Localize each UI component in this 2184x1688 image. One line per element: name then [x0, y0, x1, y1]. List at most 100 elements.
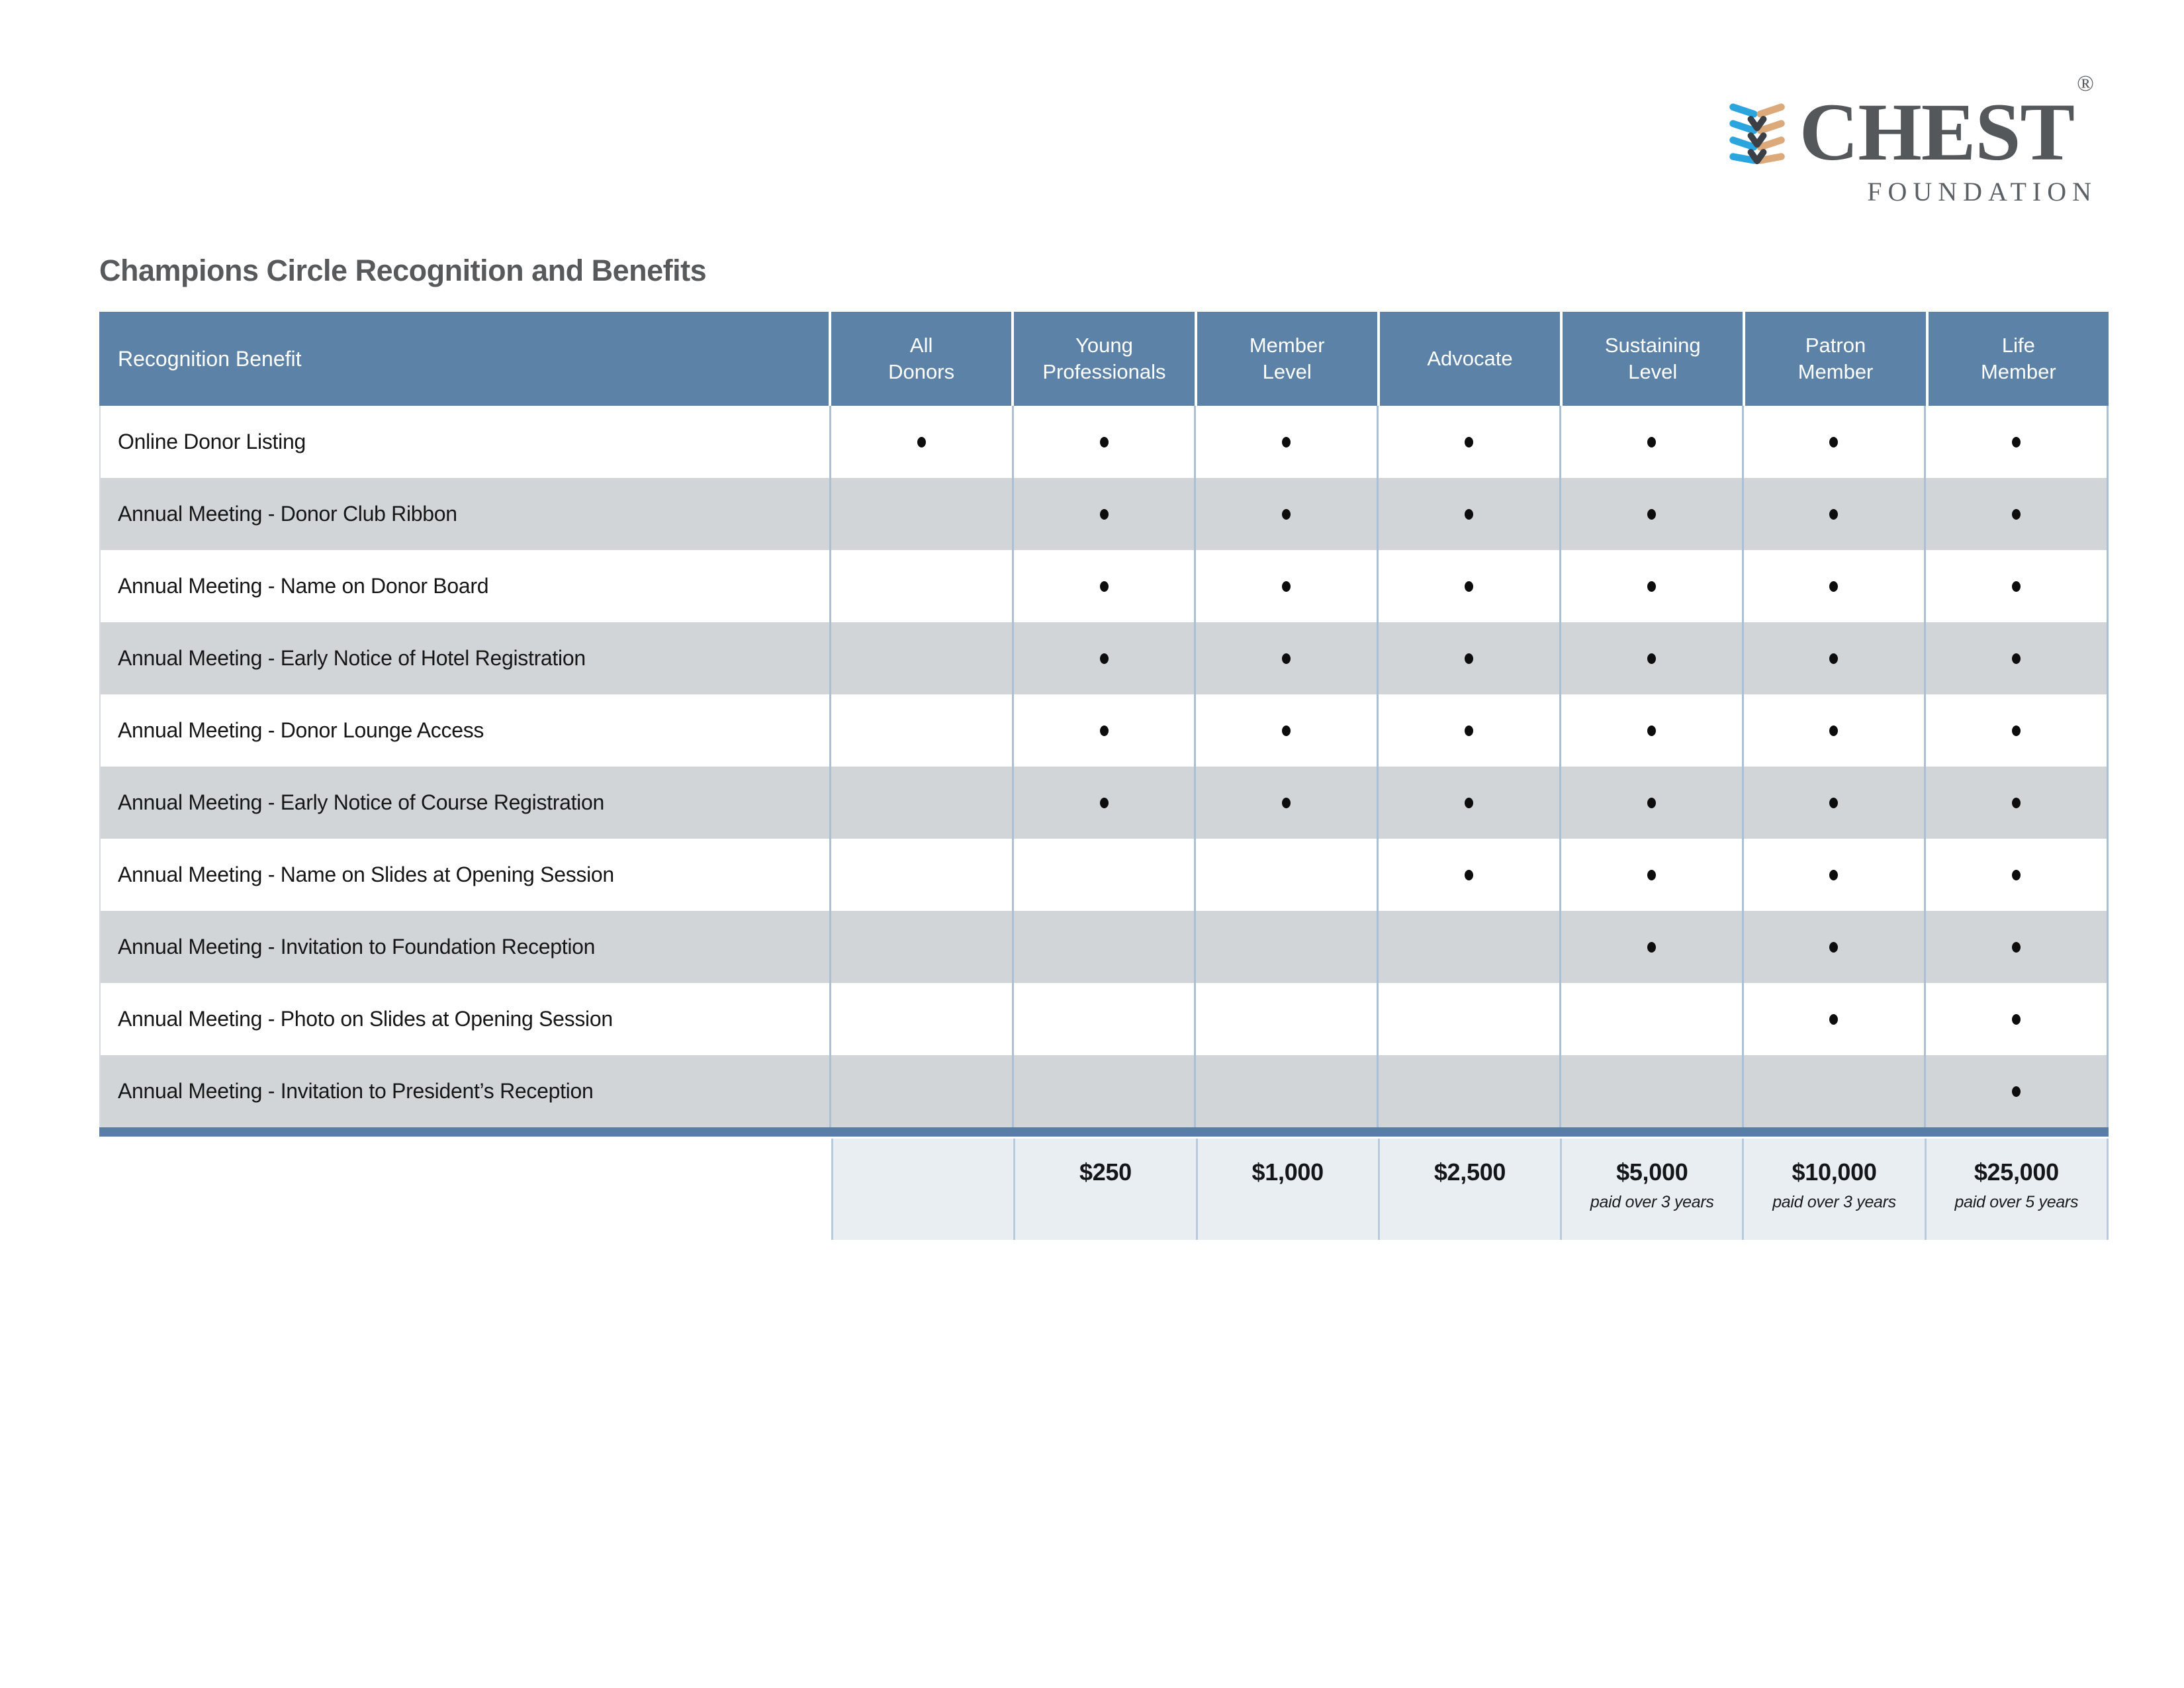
- bullet-dot: [1465, 797, 1474, 808]
- bullet-dot: [1465, 653, 1474, 664]
- bullet-dot: [2012, 1013, 2021, 1025]
- price-note: paid over 5 years: [1954, 1193, 2079, 1211]
- bullet-dot: [1829, 941, 1839, 953]
- bullet-dot: [1829, 508, 1839, 520]
- table-row: Online Donor Listing: [99, 406, 2109, 478]
- bullet-dot: [1829, 869, 1839, 880]
- bullet-dot: [1647, 653, 1656, 664]
- dot-cell: [1561, 622, 1744, 694]
- price-amount: $25,000: [1974, 1158, 2059, 1186]
- benefit-cell: Annual Meeting - Early Notice of Course …: [101, 767, 831, 839]
- dot-cell: [1196, 622, 1379, 694]
- table-row: Annual Meeting - Name on Slides at Openi…: [99, 839, 2109, 911]
- dot-cell: [1744, 550, 1927, 622]
- table-row: Annual Meeting - Photo on Slides at Open…: [99, 983, 2109, 1055]
- column-header: Patron Member: [1745, 312, 1929, 406]
- dot-cell: [1561, 1055, 1744, 1127]
- table-row: Annual Meeting - Invitation to Foundatio…: [99, 911, 2109, 983]
- column-header: Life Member: [1980, 333, 2056, 383]
- price-note: paid over 3 years: [1772, 1193, 1896, 1211]
- benefit-cell: Annual Meeting - Photo on Slides at Open…: [101, 983, 831, 1055]
- bullet-dot: [1829, 653, 1839, 664]
- dot-cell: [1379, 694, 1561, 767]
- column-header: Advocate: [1380, 312, 1563, 406]
- dot-cell: [1196, 911, 1379, 983]
- dot-cell: [831, 622, 1014, 694]
- dot-cell: [1926, 694, 2109, 767]
- dot-cell: [1926, 767, 2109, 839]
- bullet-dot: [1647, 869, 1656, 880]
- dot-cell: [1744, 478, 1927, 550]
- benefit-cell: Online Donor Listing: [101, 406, 831, 478]
- table-row: Annual Meeting - Invitation to President…: [99, 1055, 2109, 1127]
- dot-cell: [1379, 983, 1561, 1055]
- bullet-dot: [1829, 436, 1839, 447]
- bullet-dot: [1099, 508, 1109, 520]
- dot-cell: [1561, 478, 1744, 550]
- dot-cell: [1561, 911, 1744, 983]
- bullet-dot: [917, 436, 926, 447]
- dot-cell: [1014, 911, 1197, 983]
- dot-cell: [1744, 406, 1927, 478]
- dot-cell: [1561, 767, 1744, 839]
- column-header: Young Professionals: [1014, 312, 1197, 406]
- dot-cell: [1014, 694, 1197, 767]
- bullet-dot: [2012, 797, 2021, 808]
- dot-cell: [1379, 1055, 1561, 1127]
- price-cell: $25,000 paid over 5 years: [1926, 1139, 2109, 1240]
- table-bottom-bar: [99, 1127, 2109, 1137]
- benefit-cell: Annual Meeting - Invitation to Foundatio…: [101, 911, 831, 983]
- price-amount: $10,000: [1792, 1158, 1877, 1186]
- price-cell-empty: [831, 1139, 1016, 1240]
- dot-cell: [1196, 767, 1379, 839]
- dot-cell: [1744, 694, 1927, 767]
- column-header: All Donors: [831, 312, 1015, 406]
- dot-cell: [1014, 478, 1197, 550]
- bullet-dot: [1647, 941, 1656, 953]
- benefit-column-header: Recognition Benefit: [99, 312, 831, 406]
- price-cell: $5,000 paid over 3 years: [1562, 1139, 1745, 1240]
- price-row: $250 $1,000 $2,500 $5,000 paid over 3 years $…: [99, 1139, 2109, 1240]
- dot-cell: [1014, 767, 1197, 839]
- logo-brand-label: CHEST: [1799, 87, 2075, 177]
- benefit-cell: Annual Meeting - Name on Slides at Openi…: [101, 839, 831, 911]
- page-title: Champions Circle Recognition and Benefit…: [99, 254, 707, 287]
- bullet-dot: [2012, 869, 2021, 880]
- chest-spine-ribbons-icon: [1729, 103, 1785, 165]
- bullet-dot: [1647, 436, 1656, 447]
- price-amount: $5,000: [1616, 1158, 1688, 1186]
- bullet-dot: [1282, 581, 1291, 592]
- bullet-dot: [1647, 581, 1656, 592]
- table-body: Online Donor Listing Annual Meeting - Don…: [99, 406, 2109, 1127]
- bullet-dot: [1099, 581, 1109, 592]
- table-row: Annual Meeting - Name on Donor Board: [99, 550, 2109, 622]
- dot-cell: [1196, 1055, 1379, 1127]
- dot-cell: [1379, 839, 1561, 911]
- bullet-dot: [2012, 653, 2021, 664]
- column-header: Member Level: [1197, 312, 1380, 406]
- dot-cell: [831, 550, 1014, 622]
- dot-cell: [831, 1055, 1014, 1127]
- dot-cell: [1014, 983, 1197, 1055]
- bullet-dot: [1647, 725, 1656, 736]
- bullet-dot: [2012, 581, 2021, 592]
- bullet-dot: [1465, 508, 1474, 520]
- dot-cell: [1926, 406, 2109, 478]
- dot-cell: [1926, 839, 2109, 911]
- dot-cell: [1926, 983, 2109, 1055]
- dot-cell: [1744, 983, 1927, 1055]
- dot-cell: [1561, 983, 1744, 1055]
- dot-cell: [1561, 839, 1744, 911]
- logo-subtitle-text: FOUNDATION: [1867, 177, 2097, 207]
- dot-cell: [1744, 1055, 1927, 1127]
- dot-cell: [1379, 406, 1561, 478]
- price-amount: $250: [1079, 1158, 1132, 1186]
- bullet-dot: [1465, 581, 1474, 592]
- dot-cell: [1196, 983, 1379, 1055]
- bullet-dot: [1829, 1013, 1839, 1025]
- price-amount: $2,500: [1433, 1158, 1506, 1186]
- dot-cell: [1014, 839, 1197, 911]
- dot-cell: [1379, 478, 1561, 550]
- price-row-spacer: [99, 1139, 831, 1240]
- table-seam: [99, 1137, 2109, 1139]
